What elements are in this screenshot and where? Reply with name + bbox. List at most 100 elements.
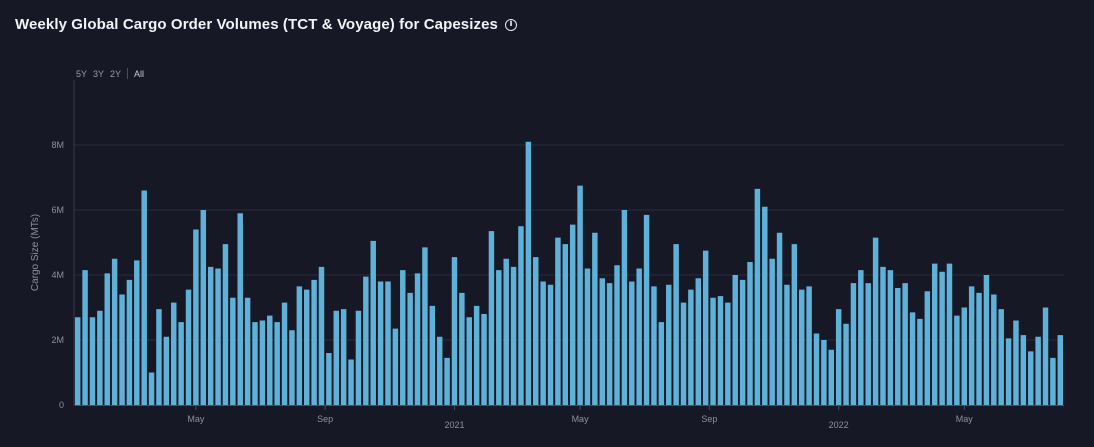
bar — [252, 322, 258, 405]
bar — [651, 286, 657, 405]
bar — [89, 317, 96, 405]
bar — [592, 232, 598, 405]
bar — [400, 270, 406, 405]
bar — [392, 328, 399, 405]
bar — [74, 317, 81, 405]
bar — [968, 286, 975, 405]
bar — [481, 314, 487, 405]
bar — [813, 333, 820, 405]
bar — [762, 206, 768, 405]
chart-title-row: Weekly Global Cargo Order Volumes (TCT &… — [15, 16, 517, 33]
bar — [510, 266, 517, 405]
bar — [1050, 357, 1056, 405]
bar — [141, 190, 147, 405]
x-tick-label: May — [572, 414, 590, 424]
range-selector: 5Y 3Y 2Y All — [76, 68, 150, 79]
y-tick-label: 4M — [51, 270, 64, 280]
bar — [348, 359, 354, 405]
bar — [843, 323, 849, 405]
bar — [156, 309, 162, 405]
range-2y-button[interactable]: 2Y — [110, 68, 122, 79]
bar — [540, 281, 546, 405]
bar — [318, 266, 325, 405]
bar — [1005, 338, 1012, 405]
bar — [614, 265, 620, 405]
bar — [466, 317, 472, 405]
bar — [835, 309, 842, 405]
bar — [961, 307, 967, 405]
bar — [725, 302, 731, 405]
bar — [370, 240, 376, 405]
bar — [407, 292, 413, 405]
bar — [119, 294, 125, 405]
bar — [171, 302, 177, 405]
bar — [429, 305, 436, 405]
bar — [488, 231, 495, 405]
bar — [363, 276, 369, 405]
bar — [739, 279, 746, 405]
bar — [791, 244, 798, 405]
bar — [880, 266, 886, 405]
bar — [518, 226, 524, 405]
bar — [946, 263, 953, 405]
bar — [1028, 351, 1034, 405]
bar — [230, 297, 236, 405]
bar — [872, 237, 879, 405]
bar — [584, 268, 591, 405]
x-tick-label: Sep — [317, 414, 333, 424]
bar — [658, 322, 665, 405]
range-all-button[interactable]: All — [134, 68, 145, 79]
bar — [909, 312, 916, 405]
bar — [776, 232, 783, 405]
bar — [111, 258, 118, 405]
y-tick-label: 8M — [51, 140, 64, 150]
bar — [97, 310, 103, 405]
range-divider — [127, 68, 129, 79]
bar — [422, 247, 428, 405]
bar — [281, 302, 288, 405]
bar — [688, 289, 694, 405]
bar — [828, 349, 835, 405]
bar — [533, 257, 539, 405]
y-tick-label: 0 — [59, 400, 64, 410]
bar — [414, 273, 421, 405]
bar — [340, 309, 347, 405]
bar — [222, 244, 229, 405]
bar — [555, 237, 561, 405]
bar — [747, 262, 753, 405]
x-tick-label: May — [956, 414, 974, 424]
bar — [148, 372, 155, 405]
range-3y-button[interactable]: 3Y — [93, 68, 105, 79]
info-icon[interactable]: i — [504, 18, 517, 31]
range-5y-button[interactable]: 5Y — [76, 68, 88, 79]
bar — [702, 250, 709, 405]
bar — [303, 289, 310, 405]
bar — [326, 353, 332, 405]
bar — [636, 268, 642, 405]
bar — [82, 270, 88, 405]
bar — [163, 336, 170, 405]
bar — [629, 281, 635, 405]
bar — [451, 257, 458, 405]
bar — [215, 268, 221, 405]
bar — [1013, 320, 1019, 405]
bar — [267, 315, 273, 405]
bar — [939, 271, 945, 405]
bar — [503, 258, 509, 405]
bar — [244, 297, 251, 405]
bar — [769, 258, 775, 405]
bar — [754, 188, 761, 405]
bar — [954, 315, 960, 405]
x-tick-label: May — [187, 414, 205, 424]
bar — [385, 281, 391, 405]
bar — [924, 291, 931, 405]
bar — [717, 296, 724, 405]
bar — [296, 286, 303, 405]
bar — [200, 210, 207, 405]
bar — [798, 289, 805, 405]
bar — [333, 310, 340, 405]
y-tick-label: 6M — [51, 205, 64, 215]
bar — [237, 213, 243, 405]
bar — [436, 336, 443, 405]
